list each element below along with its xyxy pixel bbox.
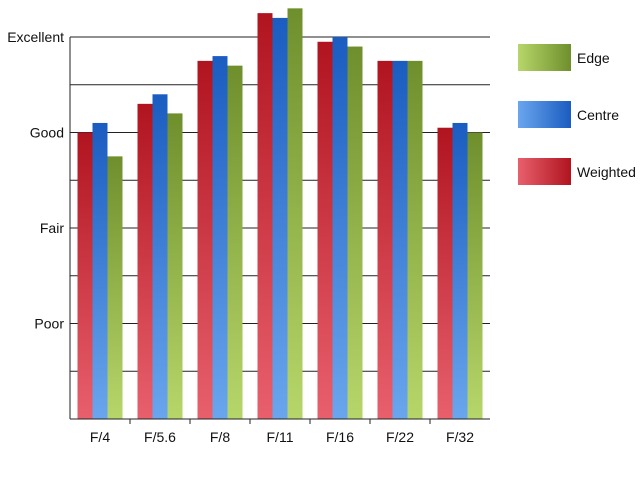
y-tick-label: Good — [30, 125, 64, 141]
legend: Edge Centre Weighted — [518, 44, 636, 185]
x-tick-label: F/11 — [267, 429, 294, 445]
bar-edge-f56 — [167, 113, 183, 420]
bar-weighted-f8 — [197, 60, 213, 419]
x-tick-label: F/16 — [326, 429, 354, 445]
bar-edge-f11 — [287, 8, 303, 419]
x-tick-labels: F/4 F/5.6 F/8 F/11 F/16 F/22 F/32 — [90, 429, 474, 445]
x-tick-label: F/8 — [210, 429, 230, 445]
bar-weighted-f22 — [377, 60, 393, 419]
legend-label-centre: Centre — [577, 107, 619, 123]
bar-centre-f16 — [332, 37, 348, 419]
legend-label-edge: Edge — [577, 50, 610, 66]
bar-edge-f22 — [407, 60, 423, 419]
bar-weighted-f4 — [77, 132, 93, 419]
legend-swatch-centre — [518, 101, 571, 128]
bar-edge-f8 — [227, 65, 243, 420]
bar-weighted-f16 — [317, 41, 333, 420]
y-tick-label: Excellent — [7, 29, 64, 45]
bar-edge-f32 — [467, 132, 483, 419]
bar-weighted-f11 — [257, 13, 273, 419]
y-tick-label: Fair — [40, 220, 64, 236]
bar-centre-f32 — [452, 122, 468, 419]
y-tick-label: Poor — [34, 316, 64, 332]
legend-swatch-edge — [518, 44, 571, 71]
legend-swatch-weighted — [518, 158, 571, 185]
x-tick-label: F/32 — [446, 429, 474, 445]
bar-centre-f56 — [152, 94, 168, 420]
bar-weighted-f32 — [437, 127, 453, 419]
bars — [77, 8, 483, 420]
x-tick-label: F/5.6 — [144, 429, 176, 445]
y-tick-labels: Poor Fair Good Excellent — [7, 29, 64, 332]
bar-centre-f22 — [392, 60, 408, 419]
bar-centre-f8 — [212, 56, 228, 419]
bar-weighted-f56 — [137, 103, 153, 419]
x-tick-label: F/22 — [386, 429, 414, 445]
bar-centre-f11 — [272, 17, 288, 420]
axes — [69, 37, 490, 424]
legend-label-weighted: Weighted — [577, 164, 636, 180]
x-tick-label: F/4 — [90, 429, 110, 445]
bar-edge-f16 — [347, 46, 363, 420]
bar-centre-f4 — [92, 122, 108, 419]
bar-edge-f4 — [107, 156, 123, 419]
